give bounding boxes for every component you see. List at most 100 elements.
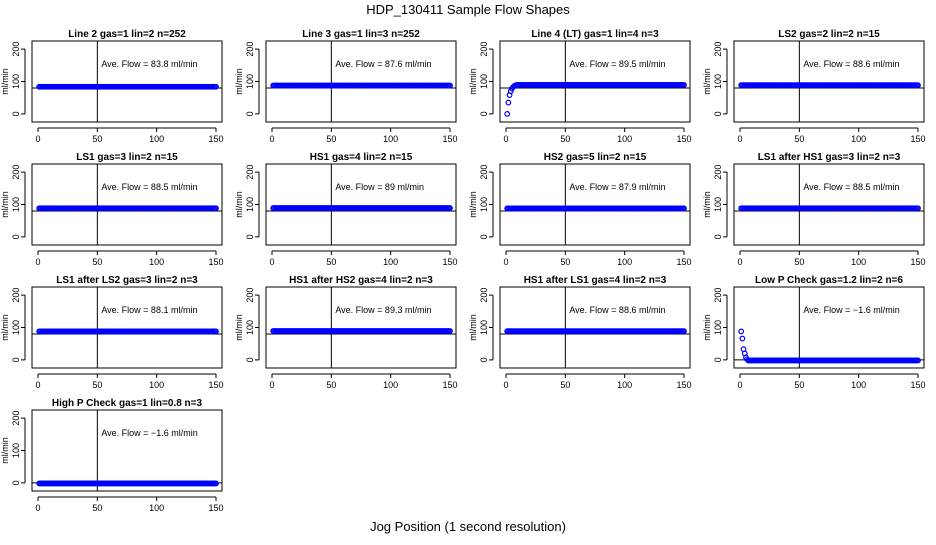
- data-points: [270, 328, 453, 334]
- plot-frame: [265, 40, 457, 123]
- x-tick-label: 50: [326, 257, 336, 267]
- y-tick-label: 200: [245, 288, 255, 303]
- y-axis-label: ml/min: [702, 68, 712, 95]
- y-tick-label: 200: [245, 165, 255, 180]
- x-tick-label: 50: [326, 380, 336, 390]
- data-point: [213, 83, 219, 90]
- average-flow-annotation: Ave. Flow = 88.1 ml/min: [101, 305, 197, 315]
- y-tick-label: 200: [713, 42, 723, 57]
- average-flow-annotation: Ave. Flow = 87.6 ml/min: [335, 59, 431, 69]
- y-tick-label: 200: [11, 411, 21, 426]
- data-point: [681, 82, 687, 88]
- data-point: [447, 328, 453, 334]
- panel-8: LS1 after HS1 gas=3 lin=2 n=3 0 50 100 150 0 1…: [702, 152, 926, 267]
- y-tick-label: 0: [479, 234, 489, 239]
- y-tick-label: 0: [713, 234, 723, 239]
- panel-1: Line 2 gas=1 lin=2 n=252 0 50 100 150 0 100 200…: [0, 29, 224, 144]
- average-flow-annotation: Ave. Flow = 83.8 ml/min: [101, 59, 197, 69]
- plot-frame: [31, 163, 223, 246]
- y-tick-label: 100: [245, 74, 255, 89]
- data-point: [915, 357, 921, 364]
- data-point: [504, 110, 511, 117]
- x-tick-label: 0: [737, 134, 742, 144]
- x-tick-label: 50: [560, 257, 570, 267]
- y-tick-label: 0: [11, 357, 21, 362]
- x-tick-label: 0: [35, 257, 40, 267]
- x-tick-label: 100: [149, 134, 164, 144]
- y-axis-label: ml/min: [0, 437, 10, 464]
- x-tick-label: 100: [851, 380, 866, 390]
- data-point: [213, 328, 219, 335]
- x-tick-label: 100: [851, 134, 866, 144]
- y-tick-label: 200: [11, 288, 21, 303]
- data-point: [447, 82, 453, 89]
- y-tick-label: 200: [713, 165, 723, 180]
- plot-frame: [265, 163, 457, 246]
- x-tick-label: 100: [149, 380, 164, 390]
- x-tick-label: 50: [794, 257, 804, 267]
- average-flow-annotation: Ave. Flow = 88.6 ml/min: [803, 59, 899, 69]
- x-tick-label: 0: [503, 257, 508, 267]
- y-axis-label: ml/min: [0, 68, 10, 95]
- y-tick-label: 0: [11, 234, 21, 239]
- y-tick-label: 100: [479, 74, 489, 89]
- x-tick-label: 150: [442, 257, 457, 267]
- x-tick-label: 150: [910, 134, 925, 144]
- data-point: [505, 99, 512, 106]
- x-tick-label: 0: [503, 380, 508, 390]
- data-points: [504, 328, 687, 335]
- y-tick-label: 0: [11, 480, 21, 485]
- x-tick-label: 0: [737, 380, 742, 390]
- panel-12: Low P Check gas=1.2 lin=2 n=6 0 50 100 150 0 1…: [702, 275, 926, 390]
- panel-7: HS2 gas=5 lin=2 n=15 0 50 100 150 0 100 200 ml/m…: [468, 152, 692, 267]
- panel-10: HS1 after HS2 gas=4 lin=2 n=3 0 50 100 150 0 1…: [234, 275, 458, 390]
- x-tick-label: 50: [560, 380, 570, 390]
- panel-5: LS1 gas=3 lin=2 n=15 0 50 100 150 0 100 200 ml/m…: [0, 152, 224, 267]
- x-tick-label: 150: [208, 257, 223, 267]
- data-points: [36, 83, 219, 90]
- data-point: [447, 205, 453, 211]
- panel-title: Low P Check gas=1.2 lin=2 n=6: [755, 275, 903, 286]
- data-point: [681, 328, 687, 335]
- figure-xlabel: Jog Position (1 second resolution): [370, 519, 566, 534]
- data-points: [504, 82, 687, 117]
- plot-frame: [265, 286, 457, 369]
- panel-title: LS1 after HS1 gas=3 lin=2 n=3: [758, 152, 901, 163]
- data-point: [739, 335, 746, 342]
- data-points: [36, 328, 219, 335]
- y-tick-label: 0: [713, 357, 723, 362]
- data-point: [681, 205, 687, 212]
- x-tick-label: 150: [676, 380, 691, 390]
- x-tick-label: 50: [326, 134, 336, 144]
- plot-frame: [733, 40, 925, 123]
- y-axis-label: ml/min: [0, 314, 10, 341]
- y-tick-label: 100: [245, 320, 255, 335]
- x-tick-label: 100: [851, 257, 866, 267]
- data-points: [36, 205, 219, 212]
- y-tick-label: 100: [11, 197, 21, 212]
- y-axis-label: ml/min: [468, 314, 478, 341]
- plot-frame: [733, 286, 925, 369]
- average-flow-annotation: Ave. Flow = −1.6 ml/min: [803, 305, 899, 315]
- y-tick-label: 200: [11, 165, 21, 180]
- x-tick-label: 100: [383, 257, 398, 267]
- y-axis-label: ml/min: [234, 191, 244, 218]
- x-tick-label: 100: [149, 257, 164, 267]
- average-flow-annotation: Ave. Flow = 89.5 ml/min: [569, 59, 665, 69]
- panel-13: High P Check gas=1 lin=0.8 n=3 0 50 100 150 0…: [0, 398, 224, 513]
- y-tick-label: 100: [11, 443, 21, 458]
- panel-title: HS1 gas=4 lin=2 n=15: [310, 152, 413, 163]
- y-tick-label: 0: [245, 357, 255, 362]
- average-flow-annotation: Ave. Flow = 88.5 ml/min: [803, 182, 899, 192]
- y-axis-label: ml/min: [702, 314, 712, 341]
- y-tick-label: 0: [245, 234, 255, 239]
- x-tick-label: 150: [910, 380, 925, 390]
- x-tick-label: 50: [794, 134, 804, 144]
- panel-11: HS1 after LS1 gas=4 lin=2 n=3 0 50 100 150 0 1…: [468, 275, 692, 390]
- x-tick-label: 100: [383, 380, 398, 390]
- data-points: [270, 82, 453, 89]
- panel-title: HS1 after LS1 gas=4 lin=2 n=3: [524, 275, 667, 286]
- x-tick-label: 0: [35, 380, 40, 390]
- panel-2: Line 3 gas=1 lin=3 n=252 0 50 100 150 0 100 200…: [234, 29, 458, 144]
- x-tick-label: 0: [269, 257, 274, 267]
